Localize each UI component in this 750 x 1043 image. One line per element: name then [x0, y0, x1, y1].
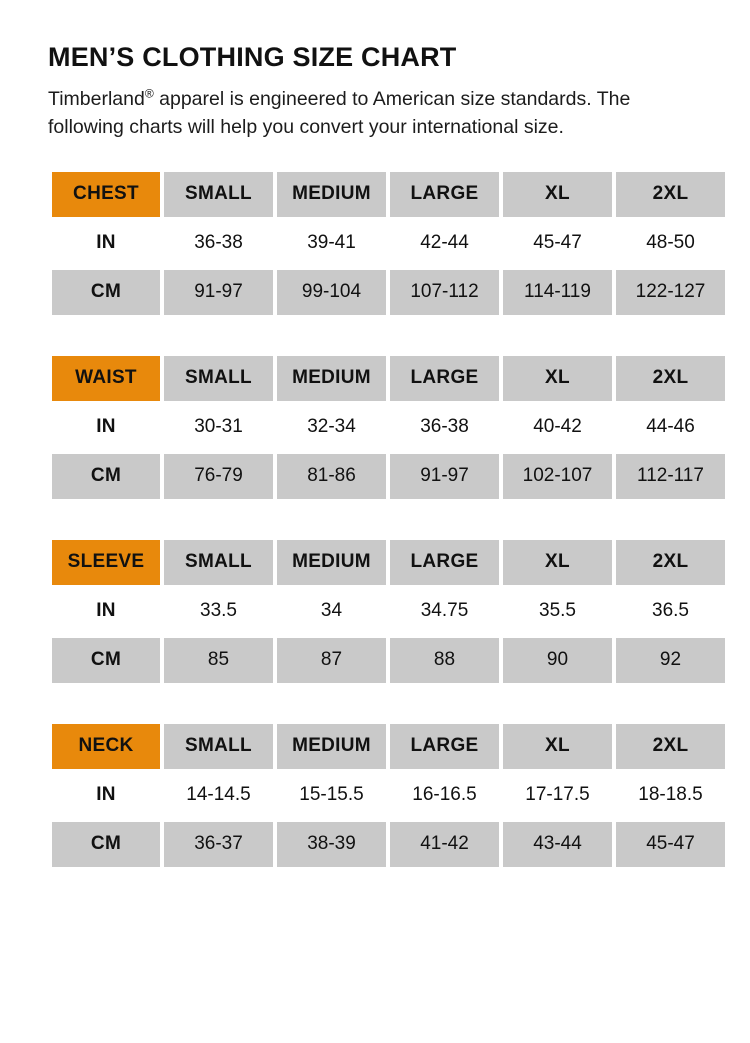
table-row: CM 36-37 38-39 41-42 43-44 45-47	[52, 821, 725, 867]
page-title: MEN’S CLOTHING SIZE CHART	[48, 42, 457, 72]
size-header-medium: MEDIUM	[277, 355, 386, 401]
category-header-chest: CHEST	[52, 171, 160, 217]
table-row: IN 14-14.5 15-15.5 16-16.5 17-17.5 18-18.5	[52, 772, 725, 818]
measurement-cell: 88	[390, 637, 499, 683]
measurement-cell: 36-38	[164, 220, 273, 266]
measurement-cell: 112-117	[616, 453, 725, 499]
table-header-row: SLEEVE SMALL MEDIUM LARGE XL 2XL	[52, 539, 725, 585]
intro-paragraph: Timberland® apparel is engineered to Ame…	[48, 86, 668, 141]
measurement-cell: 43-44	[503, 821, 612, 867]
measurement-cell: 32-34	[277, 404, 386, 450]
unit-label-cm: CM	[52, 453, 160, 499]
measurement-cell: 18-18.5	[616, 772, 725, 818]
measurement-cell: 76-79	[164, 453, 273, 499]
measurement-cell: 16-16.5	[390, 772, 499, 818]
measurement-cell: 85	[164, 637, 273, 683]
measurement-cell: 44-46	[616, 404, 725, 450]
size-header-large: LARGE	[390, 539, 499, 585]
size-table-waist: WAIST SMALL MEDIUM LARGE XL 2XL IN 30-31 32-34 36…	[48, 352, 729, 503]
measurement-cell: 91-97	[164, 269, 273, 315]
size-header-2xl: 2XL	[616, 539, 725, 585]
measurement-cell: 36-38	[390, 404, 499, 450]
measurement-cell: 92	[616, 637, 725, 683]
size-header-2xl: 2XL	[616, 171, 725, 217]
size-table-chest: CHEST SMALL MEDIUM LARGE XL 2XL IN 36-38 39-41 42…	[48, 168, 729, 319]
size-header-small: SMALL	[164, 355, 273, 401]
measurement-cell: 45-47	[616, 821, 725, 867]
measurement-cell: 87	[277, 637, 386, 683]
measurement-cell: 41-42	[390, 821, 499, 867]
category-header-neck: NECK	[52, 723, 160, 769]
size-header-2xl: 2XL	[616, 723, 725, 769]
measurement-cell: 34.75	[390, 588, 499, 634]
size-header-xl: XL	[503, 171, 612, 217]
size-header-medium: MEDIUM	[277, 723, 386, 769]
unit-label-in: IN	[52, 404, 160, 450]
table-header-row: NECK SMALL MEDIUM LARGE XL 2XL	[52, 723, 725, 769]
measurement-cell: 30-31	[164, 404, 273, 450]
unit-label-cm: CM	[52, 637, 160, 683]
measurement-cell: 34	[277, 588, 386, 634]
size-table-sleeve: SLEEVE SMALL MEDIUM LARGE XL 2XL IN 33.5 34 34.75…	[48, 536, 729, 687]
measurement-cell: 39-41	[277, 220, 386, 266]
measurement-cell: 81-86	[277, 453, 386, 499]
table-row: CM 85 87 88 90 92	[52, 637, 725, 683]
measurement-cell: 36-37	[164, 821, 273, 867]
measurement-cell: 90	[503, 637, 612, 683]
measurement-cell: 114-119	[503, 269, 612, 315]
size-header-small: SMALL	[164, 723, 273, 769]
table-row: CM 76-79 81-86 91-97 102-107 112-117	[52, 453, 725, 499]
size-header-xl: XL	[503, 355, 612, 401]
measurement-cell: 35.5	[503, 588, 612, 634]
size-header-xl: XL	[503, 723, 612, 769]
table-row: IN 30-31 32-34 36-38 40-42 44-46	[52, 404, 725, 450]
size-tables-container: CHEST SMALL MEDIUM LARGE XL 2XL IN 36-38 39-41 42…	[48, 168, 725, 871]
size-header-medium: MEDIUM	[277, 171, 386, 217]
table-row: CM 91-97 99-104 107-112 114-119 122-127	[52, 269, 725, 315]
table-row: IN 36-38 39-41 42-44 45-47 48-50	[52, 220, 725, 266]
measurement-cell: 15-15.5	[277, 772, 386, 818]
unit-label-in: IN	[52, 588, 160, 634]
registered-trademark-icon: ®	[144, 86, 154, 101]
intro-brand-name: Timberland	[48, 88, 145, 111]
intro-body-text: apparel is engineered to American size s…	[48, 88, 631, 138]
measurement-cell: 42-44	[390, 220, 499, 266]
size-header-small: SMALL	[164, 539, 273, 585]
measurement-cell: 107-112	[390, 269, 499, 315]
measurement-cell: 48-50	[616, 220, 725, 266]
table-header-row: WAIST SMALL MEDIUM LARGE XL 2XL	[52, 355, 725, 401]
size-header-medium: MEDIUM	[277, 539, 386, 585]
measurement-cell: 91-97	[390, 453, 499, 499]
measurement-cell: 122-127	[616, 269, 725, 315]
measurement-cell: 36.5	[616, 588, 725, 634]
table-row: IN 33.5 34 34.75 35.5 36.5	[52, 588, 725, 634]
unit-label-cm: CM	[52, 821, 160, 867]
measurement-cell: 14-14.5	[164, 772, 273, 818]
unit-label-in: IN	[52, 220, 160, 266]
size-header-xl: XL	[503, 539, 612, 585]
measurement-cell: 40-42	[503, 404, 612, 450]
size-table-neck: NECK SMALL MEDIUM LARGE XL 2XL IN 14-14.5 15-15.…	[48, 720, 729, 871]
size-header-small: SMALL	[164, 171, 273, 217]
size-header-large: LARGE	[390, 723, 499, 769]
size-header-large: LARGE	[390, 171, 499, 217]
measurement-cell: 102-107	[503, 453, 612, 499]
measurement-cell: 33.5	[164, 588, 273, 634]
unit-label-cm: CM	[52, 269, 160, 315]
measurement-cell: 17-17.5	[503, 772, 612, 818]
size-header-2xl: 2XL	[616, 355, 725, 401]
measurement-cell: 38-39	[277, 821, 386, 867]
size-header-large: LARGE	[390, 355, 499, 401]
unit-label-in: IN	[52, 772, 160, 818]
measurement-cell: 45-47	[503, 220, 612, 266]
category-header-waist: WAIST	[52, 355, 160, 401]
measurement-cell: 99-104	[277, 269, 386, 315]
content-container: MEN’S CLOTHING SIZE CHART Timberland® ap…	[48, 42, 725, 871]
table-header-row: CHEST SMALL MEDIUM LARGE XL 2XL	[52, 171, 725, 217]
category-header-sleeve: SLEEVE	[52, 539, 160, 585]
